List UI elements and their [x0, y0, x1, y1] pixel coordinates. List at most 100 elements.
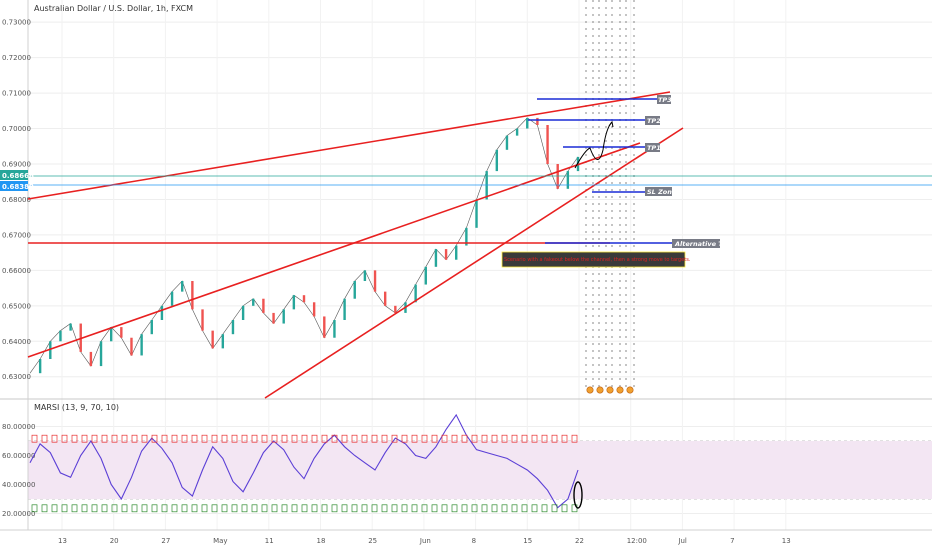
event-icon[interactable] — [606, 386, 614, 394]
overbought-marker — [171, 434, 178, 443]
overbought-marker — [471, 434, 478, 443]
oversold-marker — [361, 504, 368, 513]
event-icon[interactable] — [586, 386, 594, 394]
oversold-marker — [41, 504, 48, 513]
oversold-marker — [81, 504, 88, 513]
channel-middle-line[interactable] — [27, 142, 641, 358]
oversold-marker — [161, 504, 168, 513]
candle — [434, 249, 438, 267]
candle — [536, 117, 539, 125]
price-tick-label: 0.64000 — [2, 338, 31, 346]
oversold-marker — [281, 504, 288, 513]
price-axis[interactable]: 0.73000 0.72000 0.71000 0.70000 0.69000 0.680… — [2, 19, 31, 382]
oversold-marker — [551, 504, 558, 513]
overbought-marker — [481, 434, 488, 443]
oversold-marker — [231, 504, 238, 513]
price-tag-b-bg — [0, 181, 28, 191]
oversold-marker — [331, 504, 338, 513]
candle — [292, 295, 296, 310]
oversold-marker — [351, 504, 358, 513]
price-tag-b: 0.68389 — [2, 183, 34, 191]
tp1-label-bg — [645, 143, 660, 152]
oversold-marker — [371, 504, 378, 513]
price-tick-label: 0.65000 — [2, 302, 31, 310]
time-tick-label: Jul — [677, 537, 687, 545]
overbought-marker — [101, 434, 108, 443]
overbought-marker — [391, 434, 398, 443]
overbought-marker — [501, 434, 508, 443]
overbought-marker — [381, 434, 388, 443]
projected-path — [574, 121, 613, 169]
price-tag-a-bg — [0, 170, 28, 180]
oversold-marker — [151, 504, 158, 513]
indicator-title: MARSI (13, 9, 70, 10) — [34, 403, 119, 412]
time-tick-label: 18 — [317, 537, 326, 545]
overbought-marker — [181, 434, 188, 443]
candle — [526, 117, 529, 129]
oversold-marker — [51, 504, 58, 513]
overbought-marker — [131, 434, 138, 443]
channel-upper-line[interactable] — [27, 91, 671, 200]
overbought-marker — [121, 434, 128, 443]
candle — [515, 128, 519, 136]
oscillator-tick-label: 20.00000 — [2, 510, 35, 518]
time-tick-label: 15 — [523, 537, 532, 545]
overbought-marker — [571, 434, 578, 443]
channel-lower-line[interactable] — [264, 127, 684, 399]
oversold-marker — [481, 504, 488, 513]
time-tick-label: 8 — [472, 537, 476, 545]
candle — [495, 149, 499, 172]
overbought-marker — [161, 434, 168, 443]
time-tick-label: 13 — [58, 537, 67, 545]
event-icon[interactable] — [626, 386, 634, 394]
oversold-marker — [301, 504, 308, 513]
event-icon[interactable] — [616, 386, 624, 394]
candle — [99, 341, 103, 367]
overbought-marker — [31, 434, 38, 443]
price-tag-a: 0.68668 — [2, 172, 34, 180]
overbought-marker — [411, 434, 418, 443]
oversold-marker — [401, 504, 408, 513]
candle — [272, 312, 275, 324]
oversold-marker — [341, 504, 348, 513]
time-axis[interactable]: 13 20 27 May 11 18 25 Jun 8 15 22 12:00 Jul 7 13 — [58, 537, 791, 545]
overbought-marker — [251, 434, 258, 443]
time-tick-label: 27 — [161, 537, 170, 545]
candle — [170, 291, 174, 306]
candle — [140, 334, 143, 356]
price-tick-label: 0.63000 — [2, 373, 31, 381]
event-markers — [585, 0, 635, 394]
overbought-marker — [491, 434, 498, 443]
oversold-marker — [291, 504, 298, 513]
event-icon[interactable] — [596, 386, 604, 394]
tp2-label-bg — [645, 116, 660, 125]
candle — [333, 320, 336, 338]
candle — [181, 281, 184, 292]
candle — [546, 125, 549, 164]
price-tick-label: 0.70000 — [2, 125, 31, 133]
oversold-marker — [211, 504, 218, 513]
oversold-marker — [131, 504, 138, 513]
oscillator-circle — [573, 481, 583, 509]
oversold-marker — [121, 504, 128, 513]
time-tick-label: 13 — [782, 537, 791, 545]
candle — [120, 327, 123, 338]
overbought-marker — [401, 434, 408, 443]
time-tick-label: 7 — [730, 537, 734, 545]
overbought-marker — [191, 434, 198, 443]
candle — [363, 270, 367, 281]
grid — [28, 0, 932, 530]
oversold-marker — [511, 504, 518, 513]
overbought-marker — [241, 434, 248, 443]
overbought-marker — [461, 434, 468, 443]
price-tick-label: 0.66000 — [2, 267, 31, 275]
oscillator-line — [29, 413, 579, 509]
candle — [414, 284, 417, 303]
tp3-label-bg — [657, 95, 671, 104]
oscillator-axis[interactable]: 80.00000 60.00000 40.00000 20.00000 — [2, 423, 35, 518]
candle — [109, 327, 113, 342]
overbought-marker — [351, 434, 358, 443]
candle — [221, 334, 225, 349]
price-tick-label: 0.67000 — [2, 231, 31, 239]
candle — [211, 330, 214, 349]
